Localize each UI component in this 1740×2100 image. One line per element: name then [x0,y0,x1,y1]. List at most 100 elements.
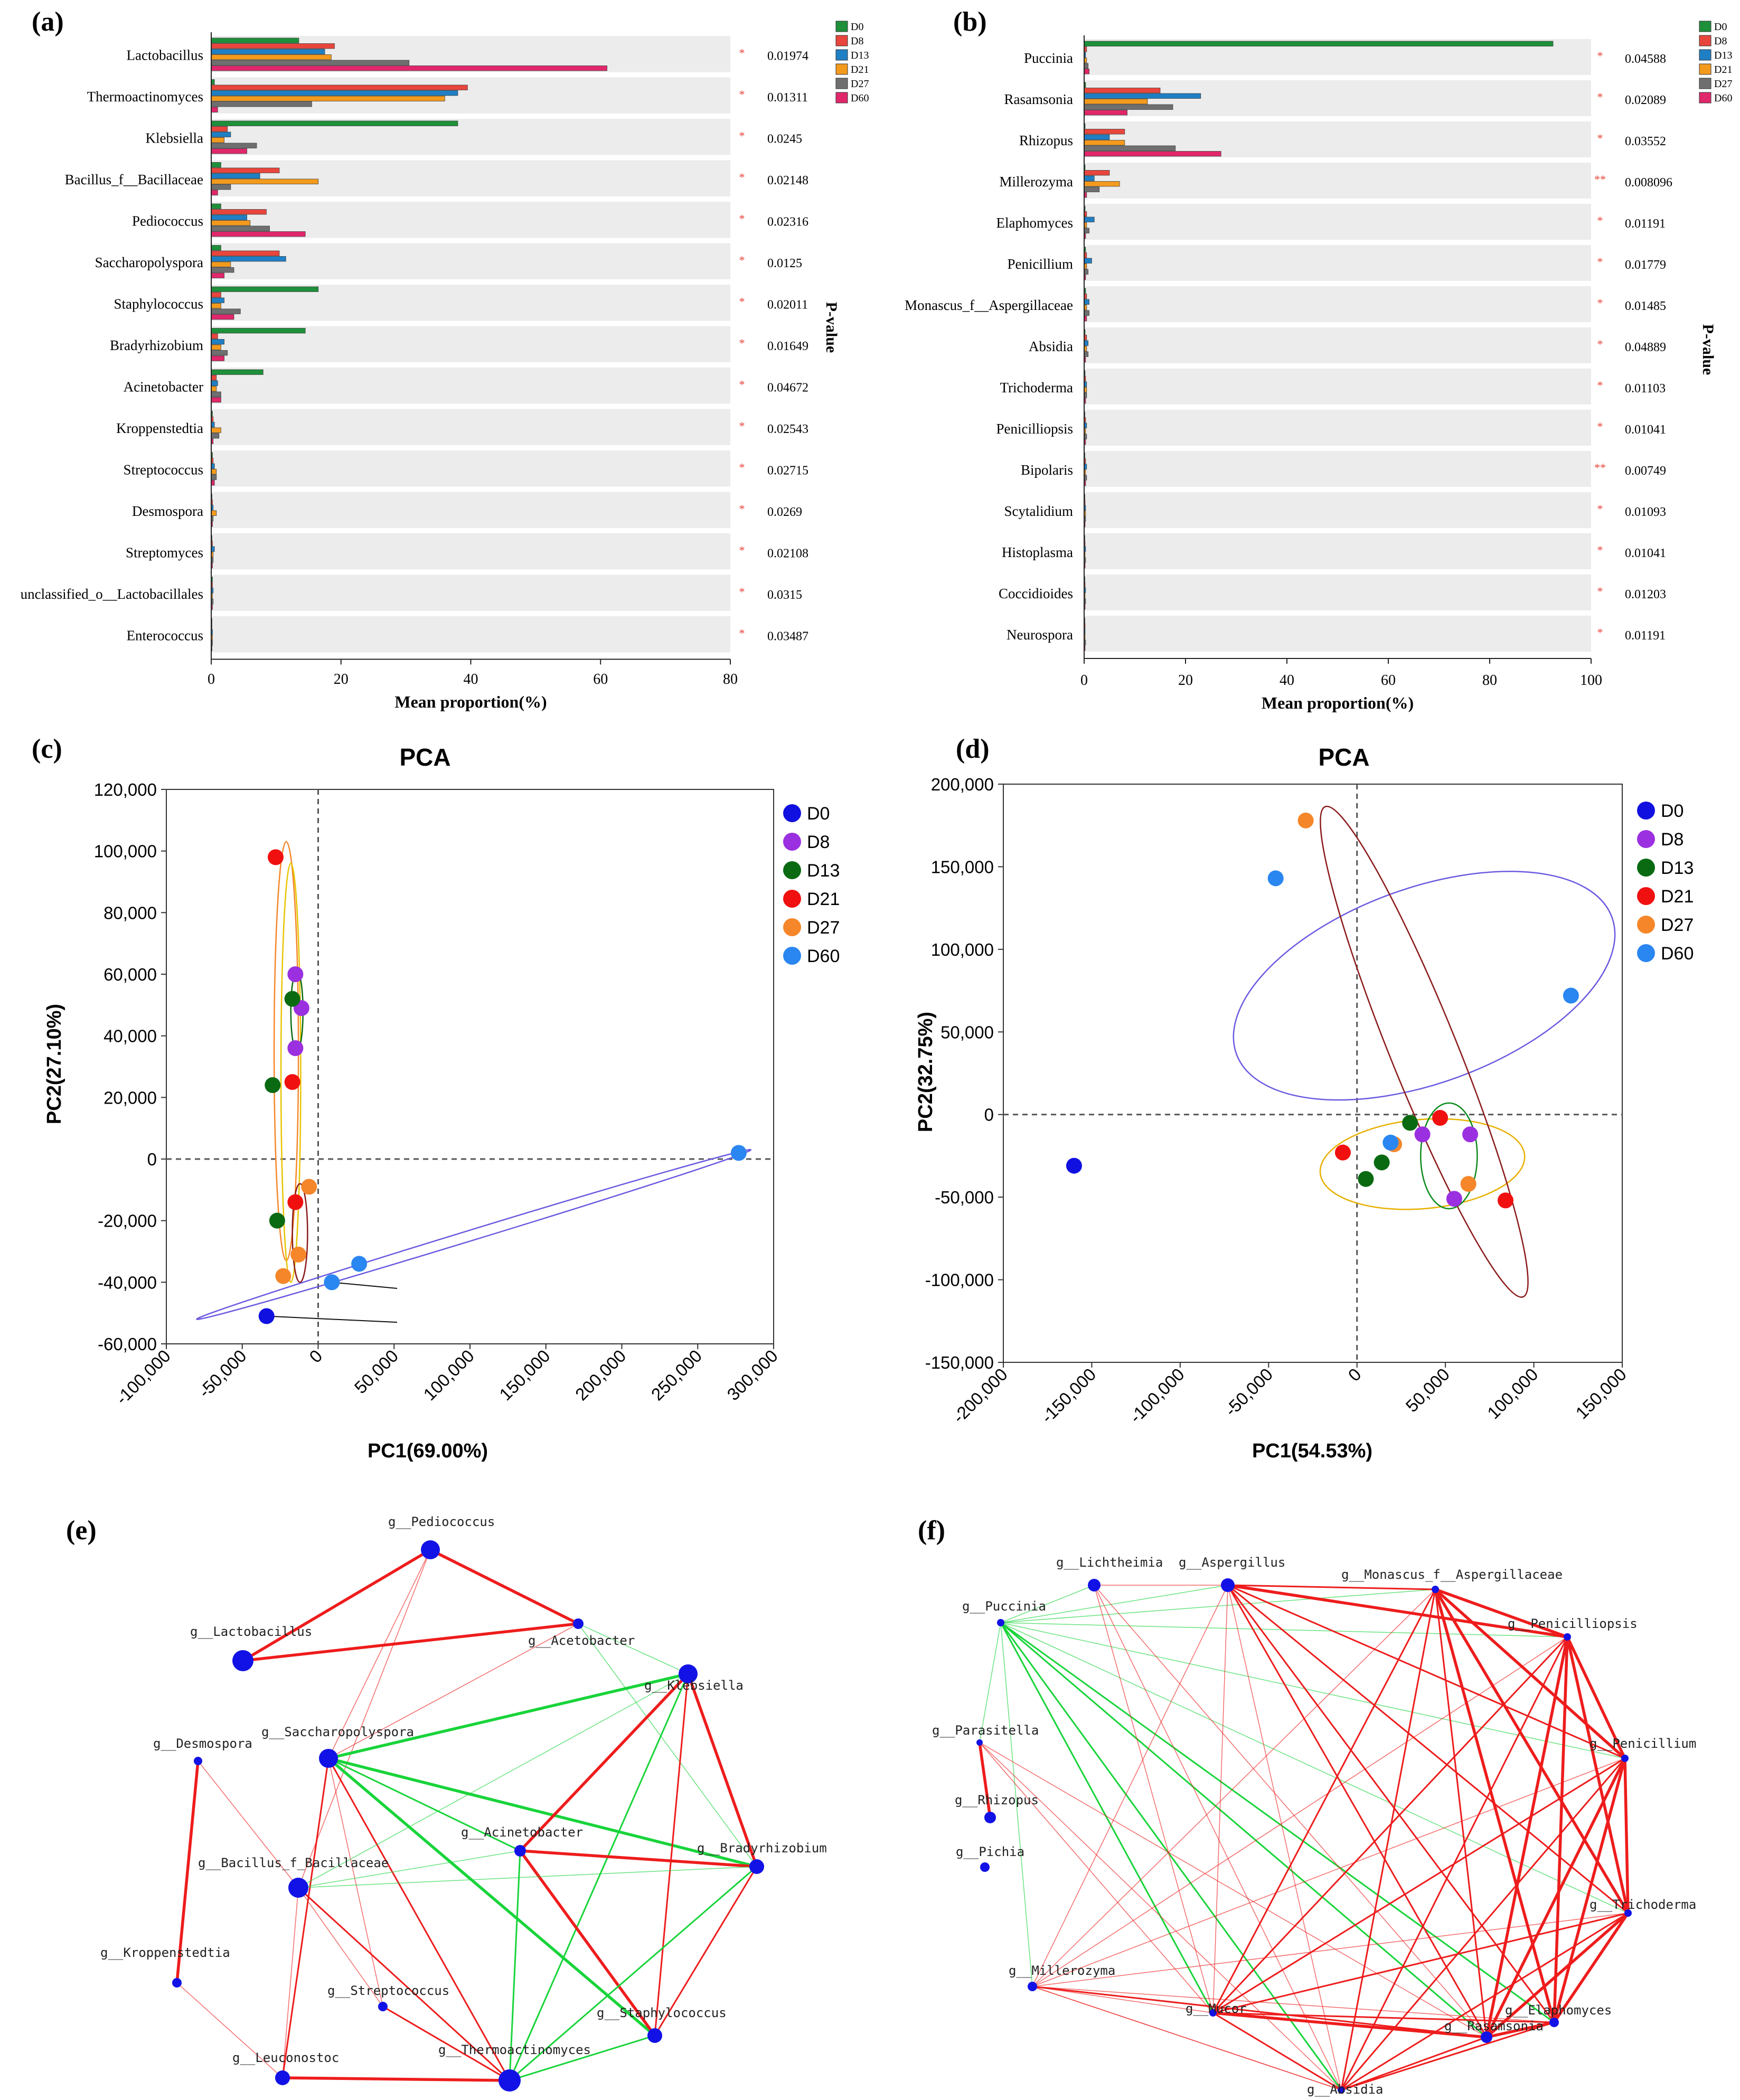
bar-D21 [211,54,332,60]
p-value: 0.01649 [767,340,808,353]
legend-label: D21 [851,64,869,76]
significance-mark: * [739,378,745,391]
network-panel-f: (f) g__Lichtheimia g__Aspergillus g__Monasc… [918,1515,1696,2097]
network-node [1338,2086,1345,2094]
panel-label: (f) [918,1515,945,1546]
edge-positive [1212,2012,1555,2023]
bar-D27 [1084,351,1089,357]
bar-D21 [211,469,217,475]
significance-mark: * [1597,296,1603,309]
point-D27 [301,1179,317,1195]
category-label: unclassified_o__Lactobacillales [21,586,203,602]
x-tick-label: 200,000 [571,1346,630,1405]
network-node [749,1859,764,1874]
significance-mark: * [739,336,745,350]
x-tick-label: 60 [593,671,608,688]
edge-positive [979,1742,1487,2038]
p-value: 0.01191 [1625,217,1666,231]
row-background [1084,575,1591,610]
edge-positive [282,1887,299,2078]
point-D13 [284,991,300,1007]
edge-positive [1212,1757,1625,2014]
edge-positive [1227,1584,1436,1590]
node-label: g__Acinetobacter [461,1825,583,1840]
significance-mark: * [1597,49,1603,62]
legend-swatch [835,35,848,46]
network-node [378,2002,388,2011]
legend-label: D21 [807,889,840,909]
category-label: Acinetobacter [124,379,203,394]
network-node [1621,1755,1629,1762]
bar-D0 [211,328,306,334]
panel-label: (a) [32,7,64,37]
significance-mark: * [1597,337,1603,351]
bar-D27 [1084,310,1089,316]
significance-mark: * [739,129,745,142]
edge-positive [1566,1636,1626,1759]
y-tick-label: -50,000 [935,1188,994,1207]
category-label: Klebsiella [146,130,203,146]
p-value: 0.02543 [767,422,808,436]
confidence-ellipse [280,862,302,1283]
network-node [1624,1909,1632,1917]
p-value: 0.02011 [767,298,808,312]
legend-swatch [1699,63,1711,75]
bar-D8 [211,126,228,132]
point-D27 [290,1246,307,1263]
point-D21 [287,1194,304,1210]
y-tick-label: 150,000 [931,857,994,877]
x-tick-label: 0 [1080,672,1088,689]
y-tick-label: 100,000 [931,940,994,959]
bar-D21 [211,510,217,516]
x-tick-label: -50,000 [194,1346,250,1401]
edge-negative [298,1866,757,1888]
network-node [1432,1586,1439,1593]
plot-frame [166,789,774,1344]
edge-positive [1434,1589,1488,2038]
bar-D8 [1084,170,1110,176]
category-label: Coccidioides [999,586,1073,601]
network-node [1564,1633,1571,1641]
bar-D60 [211,190,218,195]
node-label: g__Rhizopus [955,1793,1039,1807]
node-label: g__Mucor [1186,2001,1247,2016]
category-label: Thermoactinomyces [87,89,203,105]
row-background [1084,533,1591,569]
bar-D13 [1084,340,1089,346]
category-label: Streptococcus [124,462,203,477]
significance-mark: * [1597,585,1603,598]
edge-positive [519,1850,656,2037]
legend-swatch [1699,78,1711,89]
p-value: 0.00749 [1625,464,1666,478]
network-panel-e: (e) g__Pediococcus g__Lactobacillus g__Acet… [66,1514,827,2092]
point-D13 [1374,1154,1390,1171]
row-background [211,575,730,611]
network-node [980,1862,990,1872]
panel-label: (e) [66,1515,97,1546]
edge-positive [1212,1636,1568,2014]
p-value: 0.04672 [767,381,808,394]
bar-D13 [211,297,224,303]
row-background [211,533,730,570]
category-label: Lactobacillus [127,47,203,63]
bar-D27 [1084,104,1173,110]
bar-D8 [211,84,468,90]
edge-positive [1032,1913,1629,1987]
edge-positive [979,1742,1342,2090]
point-D21 [268,849,284,865]
category-label: Bacillus_f__Bacillaceae [65,172,203,187]
p-value: 0.0125 [767,257,802,270]
x-tick-label: 100,000 [1483,1364,1542,1423]
x-tick-label: 50,000 [1402,1364,1454,1416]
significance-mark: * [1597,255,1603,268]
bar-D21 [1084,99,1148,105]
bar-D13 [211,256,286,262]
x-tick-label: 60 [1381,672,1396,689]
legend-label: D60 [807,946,840,966]
significance-mark: * [1597,626,1603,639]
category-label: Bradyrhizobium [110,337,203,353]
row-background [1084,410,1591,446]
bar-D0 [211,162,221,168]
significance-mark: * [1597,131,1603,145]
point-D27 [1297,812,1314,828]
